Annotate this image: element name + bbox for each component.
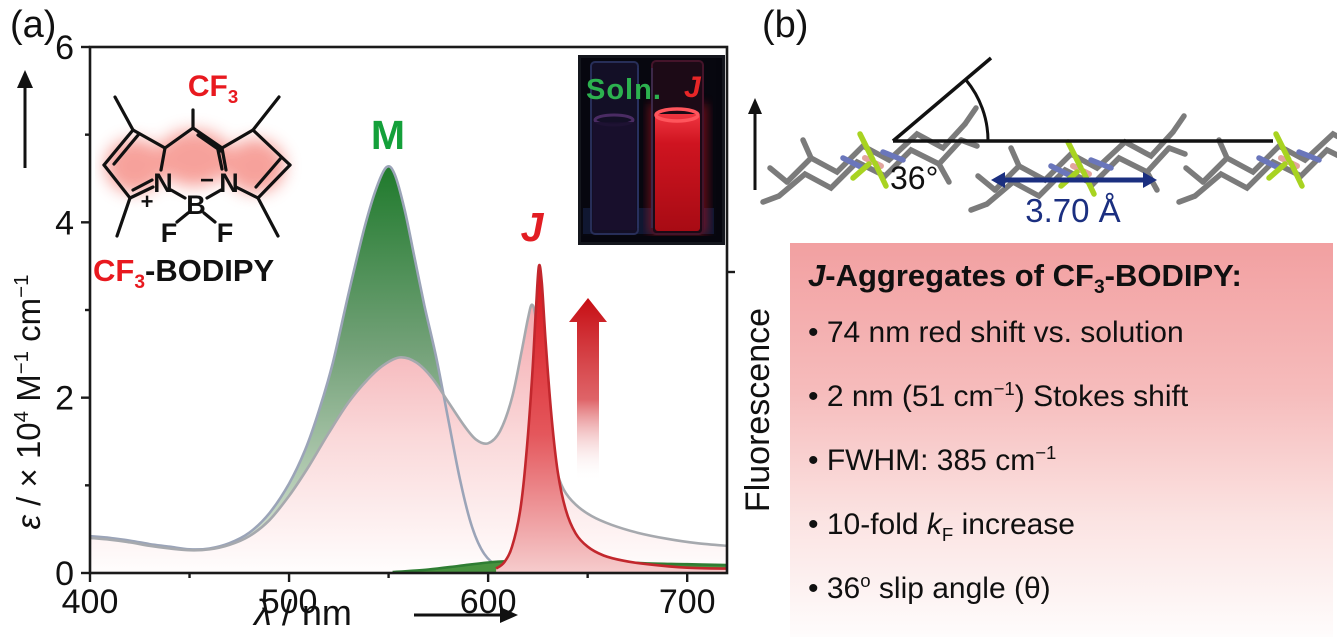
j-aggregate-peak-label: J bbox=[520, 204, 544, 250]
j-aggregate-fluorescence-curve bbox=[495, 263, 728, 570]
summary-bullet-slip-angle: • 36o slip angle (θ) bbox=[808, 570, 1051, 605]
photo-solution-label: Soln. bbox=[586, 74, 662, 106]
x-axis-label: λ / nm bbox=[254, 592, 352, 633]
y-axis-arrow-icon bbox=[17, 70, 33, 168]
structure-atom-labels: N N B F F + − bbox=[141, 167, 239, 248]
panel-b-label: (b) bbox=[762, 4, 809, 46]
y-tick-label: 6 bbox=[55, 29, 74, 67]
slip-angle-value: 36° bbox=[890, 160, 939, 196]
fluorine-label: F bbox=[217, 218, 234, 248]
minus-charge-label: − bbox=[200, 167, 214, 194]
stacking-distance-value: 3.70 Å bbox=[1025, 192, 1121, 229]
y-tick-label: 4 bbox=[55, 204, 74, 242]
cuvette-photo-inset: Soln. J bbox=[578, 55, 725, 245]
monomer-peak-label: M bbox=[370, 112, 406, 158]
photo-j-label: J bbox=[684, 71, 701, 104]
stacking-axis-arrow-icon bbox=[748, 98, 762, 190]
cf3-substituent-label: CF3 bbox=[187, 70, 239, 107]
x-tick-label: 700 bbox=[659, 583, 716, 621]
bodipy-molecule bbox=[1179, 108, 1337, 202]
fluorine-label: F bbox=[161, 218, 178, 248]
summary-bullet-stokes-shift: • 2 nm (51 cm−1) Stokes shift bbox=[808, 378, 1189, 413]
nitrogen-label: N bbox=[153, 168, 173, 198]
cf3-bodipy-structure: N N B F F + − bbox=[102, 95, 292, 248]
j-aggregate-absorption-curve bbox=[89, 303, 728, 552]
x-axis-arrow-icon bbox=[414, 607, 518, 623]
pitch-distance-arrow bbox=[991, 172, 1157, 188]
y-tick-label: 0 bbox=[55, 555, 74, 593]
plus-charge-label: + bbox=[141, 189, 154, 214]
j-aggregate-summary-box: J-Aggregates of CF3-BODIPY: • 74 nm red … bbox=[790, 243, 1333, 637]
axis-ticks bbox=[81, 45, 735, 582]
fluorescence-axis-label: Fluorescence bbox=[739, 307, 777, 513]
nitrogen-label: N bbox=[219, 168, 239, 198]
summary-bullet-fwhm: • FWHM: 385 cm−1 bbox=[808, 442, 1057, 477]
cuvette-photo bbox=[581, 58, 716, 236]
fluorescence-increase-arrow-icon bbox=[569, 298, 607, 480]
slip-angle-annotation bbox=[891, 56, 1273, 143]
summary-bullet-kf: • 10-fold kF increase bbox=[808, 508, 1075, 545]
x-tick-label: 400 bbox=[62, 583, 119, 621]
x-tick-label: 500 bbox=[261, 583, 318, 621]
j-aggregate-packing-diagram bbox=[748, 56, 1337, 253]
boron-label: B bbox=[186, 190, 206, 220]
y-tick-label: 2 bbox=[55, 380, 74, 418]
j-aggregate-fluorescence-area bbox=[496, 265, 727, 573]
summary-box-title: J-Aggregates of CF3-BODIPY: bbox=[808, 258, 1242, 299]
structure-bonds bbox=[102, 95, 292, 238]
y-axis-label: ε / × 104 M−1 cm−1 bbox=[10, 274, 47, 530]
summary-bullet-red-shift: • 74 nm red shift vs. solution bbox=[808, 316, 1184, 349]
j-aggregate-absorption-area bbox=[90, 304, 727, 573]
panel-a-label: (a) bbox=[10, 4, 57, 46]
compound-name-label: CF3-BODIPY bbox=[93, 253, 275, 294]
